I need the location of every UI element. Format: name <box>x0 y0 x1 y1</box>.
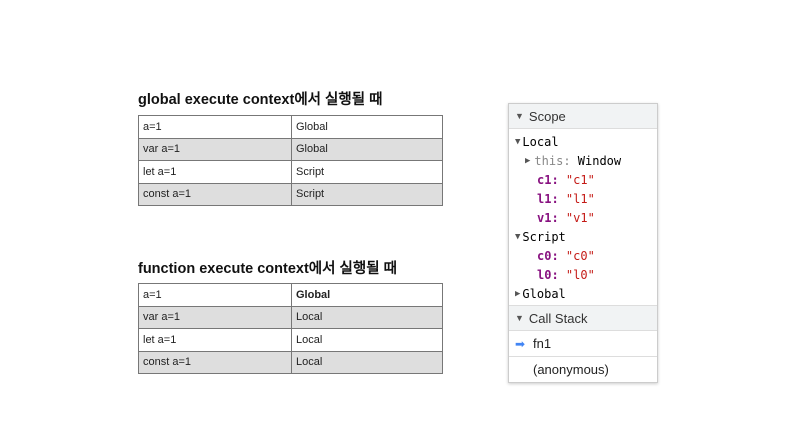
var-entry: v1: "v1" <box>537 210 595 225</box>
var-value: "c0" <box>565 248 595 263</box>
var-value: "l1" <box>565 191 595 206</box>
this-value: Window <box>577 153 622 168</box>
global-scope-toggle[interactable]: ▶ Global <box>515 284 657 303</box>
var-entry: l0: "l0" <box>537 267 595 282</box>
script-label: Script <box>522 229 566 244</box>
cell: const a=1 <box>138 350 292 374</box>
cell: let a=1 <box>138 160 292 184</box>
table-row: var a=1 Global <box>138 137 443 161</box>
cell: const a=1 <box>138 182 292 206</box>
var-entry: l1: "l1" <box>537 191 595 206</box>
var-value: "c1" <box>565 172 595 187</box>
var-name: c0 <box>537 248 552 263</box>
var-name: v1 <box>537 210 552 225</box>
triangle-right-icon: ▶ <box>515 288 521 299</box>
triangle-right-icon: ▶ <box>525 155 531 166</box>
var-name: c1 <box>537 172 552 187</box>
table-row: const a=1 Local <box>138 350 443 374</box>
cell: Local <box>291 328 443 352</box>
local-scope-toggle[interactable]: ▼ Local <box>515 132 657 151</box>
cell: Global <box>291 115 443 139</box>
var-entry: c0: "c0" <box>537 248 595 263</box>
cell: var a=1 <box>138 305 292 329</box>
local-label: Local <box>522 134 559 149</box>
call-frame-fn1[interactable]: ➡ fn1 <box>509 331 657 357</box>
triangle-down-icon: ▼ <box>515 111 524 121</box>
call-stack-header[interactable]: ▼ Call Stack <box>509 305 657 331</box>
cell: Script <box>291 182 443 206</box>
cell: a=1 <box>138 115 292 139</box>
cell: Global <box>291 283 443 307</box>
cell: Local <box>291 350 443 374</box>
scope-label: Scope <box>528 108 566 124</box>
var-entry: c1: "c1" <box>537 172 595 187</box>
devtools-scope-panel: ▼ Scope ▼ Local ▶ this: Window c1: "c1" l1:… <box>508 103 658 383</box>
scope-header[interactable]: ▼ Scope <box>509 104 657 129</box>
table-row: let a=1 Local <box>138 328 443 352</box>
table-row: const a=1 Script <box>138 182 443 206</box>
this-entry[interactable]: ▶ this: Window <box>525 153 622 168</box>
cell: Global <box>291 137 443 161</box>
var-value: "v1" <box>565 210 595 225</box>
cell: Local <box>291 305 443 329</box>
cell: a=1 <box>138 283 292 307</box>
current-frame-arrow-icon: ➡ <box>515 336 526 351</box>
cell: var a=1 <box>138 137 292 161</box>
this-key: this <box>534 153 564 168</box>
call-stack-label: Call Stack <box>528 310 588 326</box>
global-label: Global <box>522 286 566 301</box>
cell: Script <box>291 160 443 184</box>
function-table: a=1 Global var a=1 Local let a=1 Local cons… <box>138 283 443 374</box>
var-name: l1 <box>537 191 552 206</box>
table-row: a=1 Global <box>138 283 443 307</box>
triangle-down-icon: ▼ <box>515 136 521 147</box>
call-frame-anonymous[interactable]: (anonymous) <box>509 357 657 382</box>
frame-label: fn1 <box>533 336 552 351</box>
table-row: a=1 Global <box>138 115 443 139</box>
global-table: a=1 Global var a=1 Global let a=1 Script co… <box>138 115 443 206</box>
frame-label: (anonymous) <box>533 362 609 377</box>
var-name: l0 <box>537 267 552 282</box>
global-section-title: global execute context에서 실행될 때 <box>138 92 383 108</box>
triangle-down-icon: ▼ <box>515 313 524 323</box>
script-scope-toggle[interactable]: ▼ Script <box>515 227 657 246</box>
cell: let a=1 <box>138 328 292 352</box>
table-row: let a=1 Script <box>138 160 443 184</box>
triangle-down-icon: ▼ <box>515 231 521 242</box>
function-section-title: function execute context에서 실행될 때 <box>138 261 397 277</box>
table-row: var a=1 Local <box>138 305 443 329</box>
var-value: "l0" <box>565 267 595 282</box>
